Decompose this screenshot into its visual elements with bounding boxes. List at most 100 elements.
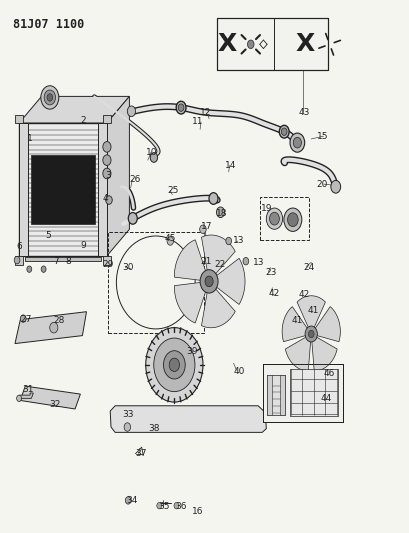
Circle shape	[163, 351, 185, 379]
Text: 43: 43	[297, 108, 309, 117]
Text: 31: 31	[22, 385, 34, 394]
Circle shape	[145, 328, 202, 402]
Text: 16: 16	[191, 506, 203, 515]
Circle shape	[283, 208, 301, 231]
Polygon shape	[215, 259, 245, 304]
Bar	[217, 18, 327, 70]
Text: 21: 21	[200, 257, 211, 265]
Text: 46: 46	[323, 369, 334, 378]
Circle shape	[199, 225, 206, 233]
Circle shape	[269, 212, 279, 225]
Bar	[98, 123, 107, 256]
Circle shape	[292, 138, 301, 148]
Circle shape	[103, 168, 111, 179]
Text: 42: 42	[298, 289, 310, 298]
Circle shape	[247, 40, 254, 49]
Text: 34: 34	[126, 496, 137, 505]
Bar	[263, 365, 342, 422]
Circle shape	[44, 90, 55, 105]
Bar	[31, 155, 94, 224]
Text: 28: 28	[53, 316, 64, 325]
Text: 11: 11	[191, 117, 203, 126]
Polygon shape	[19, 96, 129, 123]
Circle shape	[125, 497, 131, 504]
Text: 36: 36	[175, 502, 187, 511]
Text: 18: 18	[216, 209, 227, 218]
Circle shape	[209, 192, 218, 204]
Text: 15: 15	[317, 132, 328, 141]
Bar	[25, 257, 101, 261]
Polygon shape	[174, 240, 206, 280]
Circle shape	[173, 503, 178, 509]
Bar	[103, 256, 111, 265]
Bar	[19, 123, 107, 256]
Circle shape	[27, 266, 31, 272]
Polygon shape	[18, 393, 33, 398]
Text: 13: 13	[232, 237, 244, 246]
Circle shape	[308, 330, 313, 338]
Polygon shape	[20, 386, 80, 409]
Circle shape	[150, 153, 157, 163]
Polygon shape	[285, 337, 310, 370]
Bar	[15, 256, 23, 265]
Bar	[15, 115, 23, 123]
Text: 32: 32	[49, 400, 60, 409]
Bar	[266, 375, 285, 415]
Circle shape	[124, 423, 130, 431]
Text: 29: 29	[102, 261, 113, 269]
Text: X: X	[295, 33, 314, 56]
Bar	[260, 197, 308, 240]
Text: 40: 40	[233, 367, 245, 376]
Circle shape	[106, 196, 112, 204]
Circle shape	[166, 237, 173, 245]
Text: 30: 30	[122, 263, 134, 272]
Polygon shape	[174, 282, 206, 323]
Text: 81J07 1100: 81J07 1100	[13, 18, 84, 31]
Bar	[217, 18, 327, 70]
Circle shape	[279, 125, 288, 138]
Text: 26: 26	[129, 175, 140, 184]
Circle shape	[289, 133, 304, 152]
Circle shape	[265, 208, 282, 229]
Circle shape	[169, 358, 179, 372]
Text: 4: 4	[103, 194, 108, 203]
Circle shape	[176, 101, 186, 114]
Text: 3: 3	[105, 171, 110, 180]
Circle shape	[128, 213, 137, 224]
Text: 2: 2	[80, 116, 86, 125]
Circle shape	[281, 128, 286, 135]
Circle shape	[41, 86, 58, 109]
Text: X: X	[217, 33, 236, 56]
Circle shape	[49, 322, 58, 333]
Polygon shape	[297, 296, 325, 328]
Circle shape	[304, 326, 317, 342]
Bar	[279, 375, 284, 415]
Circle shape	[243, 257, 248, 265]
Polygon shape	[314, 306, 339, 342]
Text: 8: 8	[65, 257, 71, 265]
Circle shape	[14, 256, 20, 264]
Text: 12: 12	[200, 108, 211, 117]
Text: 38: 38	[147, 424, 159, 433]
Text: 25: 25	[167, 186, 178, 195]
Circle shape	[153, 338, 194, 392]
Text: 1: 1	[27, 134, 33, 143]
Polygon shape	[110, 406, 265, 432]
Bar	[266, 375, 271, 415]
Text: 24: 24	[302, 263, 314, 272]
Circle shape	[103, 155, 111, 165]
Text: 10: 10	[145, 148, 157, 157]
Polygon shape	[201, 288, 235, 328]
Polygon shape	[107, 96, 129, 256]
Text: 7: 7	[53, 257, 58, 265]
Polygon shape	[201, 235, 235, 275]
Text: 22: 22	[214, 261, 225, 269]
Text: 37: 37	[135, 449, 147, 458]
Text: 9: 9	[80, 241, 86, 250]
Text: 13: 13	[253, 258, 264, 266]
Polygon shape	[281, 306, 307, 342]
Circle shape	[330, 180, 340, 193]
Bar	[19, 123, 28, 256]
Circle shape	[225, 237, 231, 245]
Bar	[103, 115, 111, 123]
